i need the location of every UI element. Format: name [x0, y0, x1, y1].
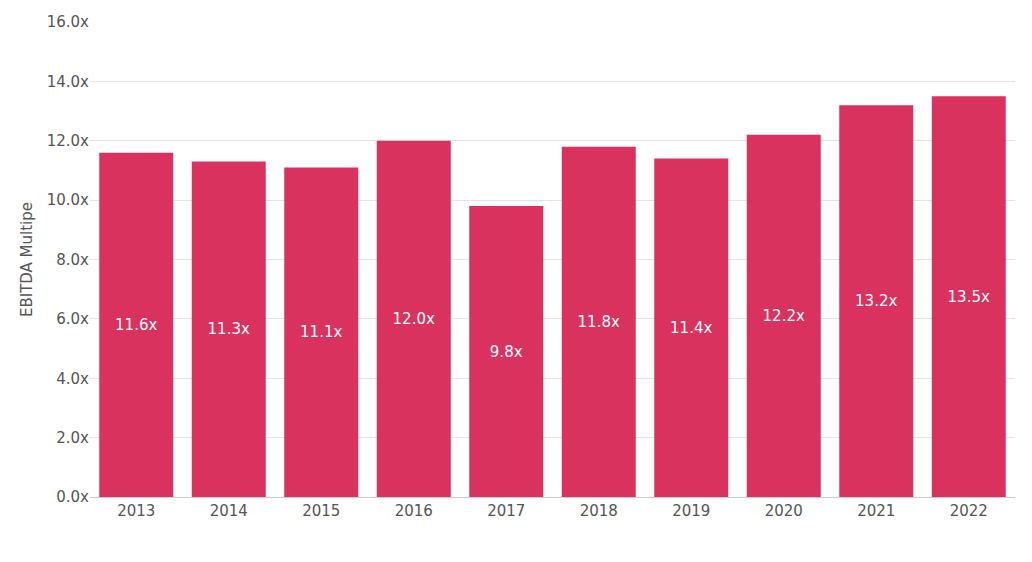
svg-text:11.4x: 11.4x — [670, 319, 712, 337]
svg-text:12.2x: 12.2x — [763, 307, 805, 325]
svg-text:2014: 2014 — [210, 502, 248, 520]
svg-text:0.0x: 0.0x — [56, 488, 89, 506]
svg-text:10.0x: 10.0x — [47, 191, 89, 209]
svg-text:EBITDA Multipe: EBITDA Multipe — [18, 202, 36, 317]
svg-text:2019: 2019 — [672, 502, 710, 520]
svg-text:2021: 2021 — [857, 502, 895, 520]
svg-text:2.0x: 2.0x — [56, 429, 89, 447]
svg-text:2016: 2016 — [395, 502, 433, 520]
svg-text:2017: 2017 — [487, 502, 525, 520]
svg-text:4.0x: 4.0x — [56, 370, 89, 388]
svg-text:13.5x: 13.5x — [948, 288, 990, 306]
svg-text:11.3x: 11.3x — [208, 320, 250, 338]
svg-text:11.6x: 11.6x — [115, 316, 157, 334]
svg-text:2015: 2015 — [302, 502, 340, 520]
svg-text:2020: 2020 — [765, 502, 803, 520]
svg-text:2022: 2022 — [950, 502, 988, 520]
svg-text:16.0x: 16.0x — [47, 13, 89, 31]
svg-text:2018: 2018 — [580, 502, 618, 520]
svg-text:12.0x: 12.0x — [47, 132, 89, 150]
svg-text:14.0x: 14.0x — [47, 73, 89, 91]
svg-text:8.0x: 8.0x — [56, 251, 89, 269]
svg-text:12.0x: 12.0x — [393, 310, 435, 328]
svg-text:11.1x: 11.1x — [300, 323, 342, 341]
svg-text:9.8x: 9.8x — [490, 343, 523, 361]
svg-text:11.8x: 11.8x — [578, 313, 620, 331]
svg-text:13.2x: 13.2x — [855, 292, 897, 310]
svg-text:6.0x: 6.0x — [56, 310, 89, 328]
svg-text:2013: 2013 — [117, 502, 155, 520]
